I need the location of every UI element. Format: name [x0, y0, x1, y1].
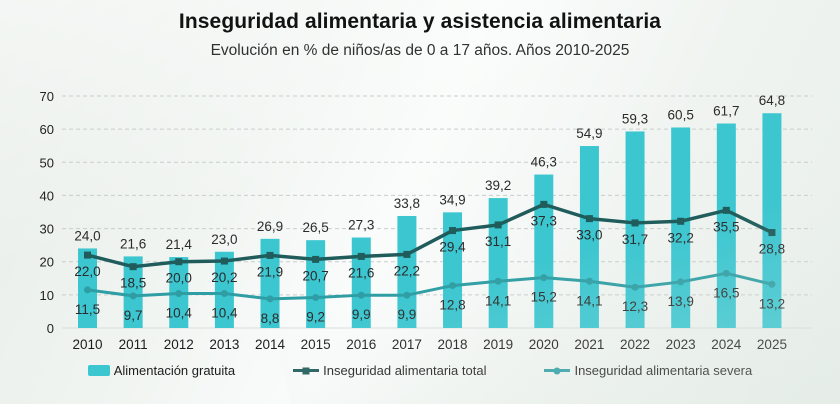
- svg-text:34,9: 34,9: [439, 192, 465, 207]
- svg-text:60,5: 60,5: [668, 107, 694, 122]
- page-subtitle: Evolución en % de niños/as de 0 a 17 año…: [210, 42, 630, 59]
- svg-text:2019: 2019: [483, 337, 513, 352]
- svg-text:0: 0: [47, 321, 54, 336]
- svg-text:26,9: 26,9: [257, 219, 283, 234]
- svg-text:13,9: 13,9: [668, 294, 694, 309]
- svg-text:30: 30: [40, 222, 54, 237]
- svg-text:20,0: 20,0: [166, 271, 192, 286]
- bar-swatch-icon: [87, 365, 110, 376]
- svg-text:2014: 2014: [255, 337, 286, 352]
- svg-text:33,8: 33,8: [394, 196, 420, 211]
- line-square-swatch-icon: [293, 367, 320, 374]
- svg-text:2013: 2013: [209, 337, 239, 352]
- svg-text:2010: 2010: [72, 337, 102, 352]
- svg-text:28,8: 28,8: [759, 242, 785, 257]
- svg-text:9,9: 9,9: [398, 307, 417, 322]
- legend-label: Inseguridad alimentaria severa: [574, 363, 753, 378]
- svg-text:12,8: 12,8: [439, 298, 465, 313]
- svg-text:10: 10: [40, 288, 54, 303]
- svg-text:70: 70: [40, 89, 54, 104]
- svg-text:12,3: 12,3: [622, 299, 648, 314]
- svg-text:21,9: 21,9: [257, 264, 283, 279]
- svg-text:33,0: 33,0: [576, 228, 602, 243]
- svg-text:15,2: 15,2: [531, 290, 557, 305]
- svg-text:40: 40: [40, 188, 54, 203]
- svg-text:2011: 2011: [119, 337, 148, 352]
- svg-text:2012: 2012: [164, 337, 194, 352]
- svg-text:21,6: 21,6: [120, 236, 146, 251]
- svg-text:16,5: 16,5: [713, 285, 739, 300]
- svg-text:59,3: 59,3: [622, 111, 648, 126]
- svg-text:50: 50: [40, 155, 54, 170]
- svg-text:9,7: 9,7: [124, 308, 143, 323]
- svg-text:2024: 2024: [711, 337, 742, 352]
- line-dot-swatch-icon: [544, 367, 571, 374]
- svg-text:9,2: 9,2: [306, 310, 325, 325]
- svg-text:2016: 2016: [346, 337, 376, 352]
- svg-text:2025: 2025: [757, 337, 787, 352]
- svg-text:29,4: 29,4: [439, 240, 466, 255]
- svg-text:2022: 2022: [620, 337, 650, 352]
- svg-text:22,2: 22,2: [394, 263, 420, 278]
- svg-text:14,1: 14,1: [576, 293, 602, 308]
- legend-item-alimentacion-gratuita: Alimentación gratuita: [87, 363, 236, 378]
- svg-text:20: 20: [40, 255, 54, 270]
- legend-item-inseguridad-severa: Inseguridad alimentaria severa: [544, 363, 752, 378]
- svg-text:2015: 2015: [301, 337, 331, 352]
- svg-text:31,7: 31,7: [622, 232, 648, 247]
- svg-text:13,2: 13,2: [759, 296, 785, 311]
- svg-text:32,2: 32,2: [668, 230, 694, 245]
- svg-text:31,1: 31,1: [485, 234, 511, 249]
- svg-text:23,0: 23,0: [211, 232, 237, 247]
- svg-text:27,3: 27,3: [348, 218, 374, 233]
- svg-text:14,1: 14,1: [485, 293, 511, 308]
- legend-label: Alimentación gratuita: [113, 363, 236, 378]
- svg-text:46,3: 46,3: [531, 155, 557, 170]
- svg-text:10,4: 10,4: [166, 306, 193, 321]
- svg-text:20,2: 20,2: [211, 270, 237, 285]
- svg-text:54,9: 54,9: [576, 126, 602, 141]
- svg-text:2021: 2021: [574, 337, 604, 352]
- svg-text:11,5: 11,5: [75, 302, 100, 317]
- svg-text:2020: 2020: [529, 337, 559, 352]
- svg-text:2018: 2018: [438, 337, 468, 352]
- svg-text:10,4: 10,4: [211, 306, 238, 321]
- svg-text:39,2: 39,2: [485, 178, 511, 193]
- svg-text:61,7: 61,7: [713, 104, 739, 119]
- svg-text:22,0: 22,0: [74, 264, 100, 279]
- svg-text:26,5: 26,5: [303, 220, 329, 235]
- svg-text:20,7: 20,7: [303, 268, 329, 283]
- legend-label: Inseguridad alimentaria total: [323, 363, 487, 378]
- svg-text:64,8: 64,8: [759, 93, 785, 108]
- svg-text:24,0: 24,0: [74, 228, 100, 243]
- svg-text:60: 60: [40, 122, 54, 137]
- svg-text:21,6: 21,6: [348, 265, 374, 280]
- legend-item-inseguridad-total: Inseguridad alimentaria total: [293, 363, 486, 378]
- svg-text:18,5: 18,5: [120, 276, 146, 291]
- svg-text:2023: 2023: [666, 337, 696, 352]
- page-title: Inseguridad alimentaria y asistencia ali…: [178, 10, 662, 33]
- svg-text:37,3: 37,3: [531, 213, 557, 228]
- combo-chart-plot: 0 10 20 30 40 50 60 70 24,0 21,6 21,4 23,0 26,9 26,5 2…: [40, 89, 812, 352]
- svg-text:35,5: 35,5: [713, 219, 739, 234]
- legend: Alimentación gratuita Inseguridad alimen…: [0, 363, 840, 378]
- svg-text:9,9: 9,9: [352, 307, 371, 322]
- svg-text:2017: 2017: [392, 337, 422, 352]
- svg-text:8,8: 8,8: [261, 311, 280, 326]
- svg-text:21,4: 21,4: [166, 237, 193, 252]
